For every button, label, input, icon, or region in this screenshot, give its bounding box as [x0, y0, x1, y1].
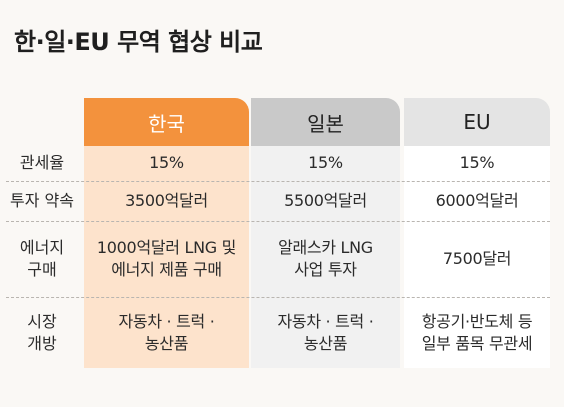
eu-energy-cell: 7500달러 [442, 249, 512, 269]
eu-investment-cell: 6000억달러 [435, 191, 519, 211]
page-title: 한·일·EU 무역 협상 비교 [14, 28, 263, 56]
row-divider [6, 297, 550, 298]
korea-column-background [84, 146, 249, 368]
row-label-tariff: 관세율 [19, 153, 65, 173]
row-label-market: 시장 개방 [27, 312, 57, 353]
japan-energy-cell: 알래스카 LNG 사업 투자 [278, 238, 373, 279]
row-divider [6, 181, 550, 182]
eu-column-background [404, 146, 550, 368]
row-label-investment: 투자 약속 [10, 191, 74, 211]
japan-investment-cell: 5500억달러 [284, 191, 367, 211]
eu-tariff-cell: 15% [459, 153, 495, 173]
korea-market-cell: 자동차 · 트럭 · 농산품 [118, 312, 215, 353]
korea-investment-cell: 3500억달러 [125, 191, 208, 211]
row-divider [6, 221, 550, 222]
japan-tariff-cell: 15% [308, 153, 343, 173]
row-label-energy: 에너지 구매 [19, 238, 65, 279]
japan-column-background [251, 146, 400, 368]
eu-column-header: EU [404, 98, 550, 146]
eu-market-cell: 항공기·반도체 등 일부 품목 무관세 [421, 312, 533, 353]
korea-energy-cell: 1000억달러 LNG 및 에너지 제품 구매 [96, 238, 237, 279]
japan-market-cell: 자동차 · 트럭 · 농산품 [277, 312, 374, 353]
japan-column-header: 일본 [251, 98, 400, 146]
korea-tariff-cell: 15% [149, 153, 184, 173]
korea-column-header: 한국 [84, 98, 249, 146]
